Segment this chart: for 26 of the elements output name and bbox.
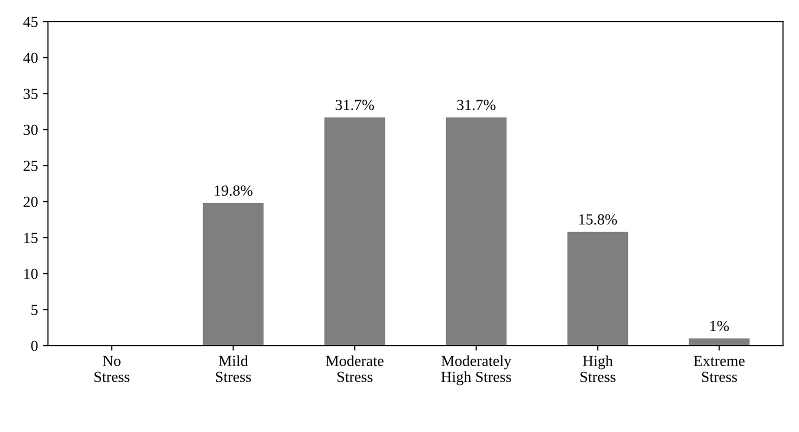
bar xyxy=(688,338,750,346)
x-tick-label: No Stress xyxy=(94,356,130,382)
data-label: 15.8% xyxy=(579,214,617,225)
y-tick-label: 0 xyxy=(31,340,38,352)
y-tick-label: 40 xyxy=(23,52,38,64)
x-tick-label: Moderate Stress xyxy=(326,355,384,382)
y-tick-label: 5 xyxy=(31,304,38,316)
bar xyxy=(324,117,386,346)
y-tick-label: 45 xyxy=(23,16,38,28)
x-tick-label: High Stress xyxy=(580,355,616,382)
y-tick-label: 30 xyxy=(24,124,38,136)
x-tick-label: Mild Stress xyxy=(216,355,251,382)
x-tick-label: Extreme Stress xyxy=(694,356,745,382)
data-label: 1% xyxy=(710,320,729,332)
y-tick-label: 15 xyxy=(24,232,38,244)
bar xyxy=(446,117,507,346)
y-tick-label: 25 xyxy=(24,160,38,172)
bar xyxy=(202,203,264,346)
bar xyxy=(567,232,628,346)
data-label: 31.7% xyxy=(457,100,496,110)
data-label: 19.8% xyxy=(214,185,252,196)
y-tick-label: 35 xyxy=(24,88,38,100)
y-tick-label: 20 xyxy=(24,196,38,208)
y-tick-label: 10 xyxy=(24,268,38,280)
x-tick-label: Moderately High Stress xyxy=(441,355,512,386)
data-label: 31.7% xyxy=(336,100,374,110)
